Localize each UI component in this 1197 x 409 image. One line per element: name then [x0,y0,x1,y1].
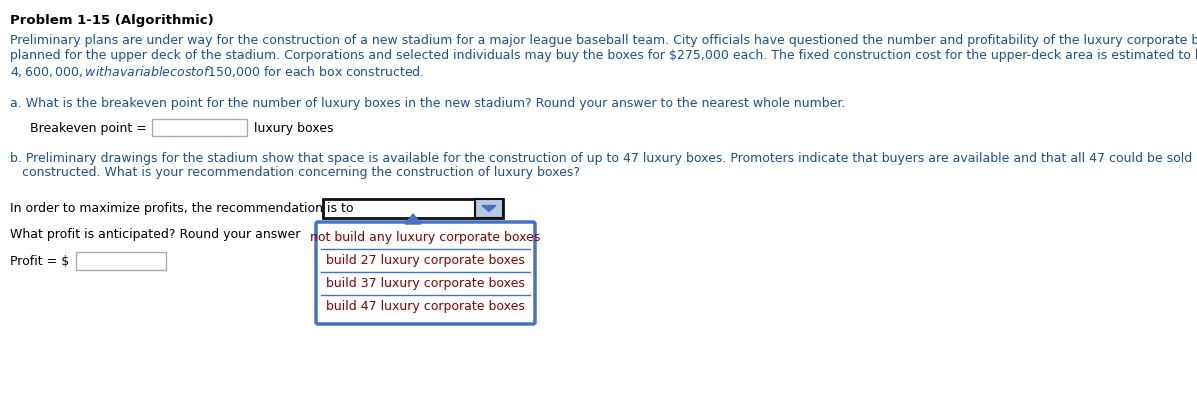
Text: b. Preliminary drawings for the stadium show that space is available for the con: b. Preliminary drawings for the stadium … [10,152,1197,165]
Text: planned for the upper deck of the stadium. Corporations and selected individuals: planned for the upper deck of the stadiu… [10,49,1197,62]
FancyBboxPatch shape [152,119,247,136]
Text: Preliminary plans are under way for the construction of a new stadium for a majo: Preliminary plans are under way for the … [10,34,1197,47]
Text: Breakeven point =: Breakeven point = [30,122,147,135]
Text: Problem 1-15 (Algorithmic): Problem 1-15 (Algorithmic) [10,14,214,27]
FancyBboxPatch shape [323,199,503,218]
Text: a. What is the breakeven point for the number of luxury boxes in the new stadium: a. What is the breakeven point for the n… [10,97,845,110]
Text: not build any luxury corporate boxes: not build any luxury corporate boxes [310,231,541,244]
FancyBboxPatch shape [75,252,166,270]
Text: What profit is anticipated? Round your answer: What profit is anticipated? Round your a… [10,228,300,241]
Polygon shape [482,205,496,211]
Text: constructed. What is your recommendation concerning the construction of luxury b: constructed. What is your recommendation… [10,166,581,179]
Text: build 37 luxury corporate boxes: build 37 luxury corporate boxes [326,277,525,290]
Text: luxury boxes: luxury boxes [254,122,334,135]
Polygon shape [405,214,421,224]
Text: In order to maximize profits, the recommendation is to: In order to maximize profits, the recomm… [10,202,353,215]
FancyBboxPatch shape [475,199,503,218]
FancyBboxPatch shape [316,222,535,324]
Text: $4,600,000, with a variable cost of $150,000 for each box constructed.: $4,600,000, with a variable cost of $150… [10,64,424,79]
Text: build 47 luxury corporate boxes: build 47 luxury corporate boxes [326,300,525,313]
Text: Profit = $: Profit = $ [10,255,69,268]
Text: build 27 luxury corporate boxes: build 27 luxury corporate boxes [326,254,525,267]
